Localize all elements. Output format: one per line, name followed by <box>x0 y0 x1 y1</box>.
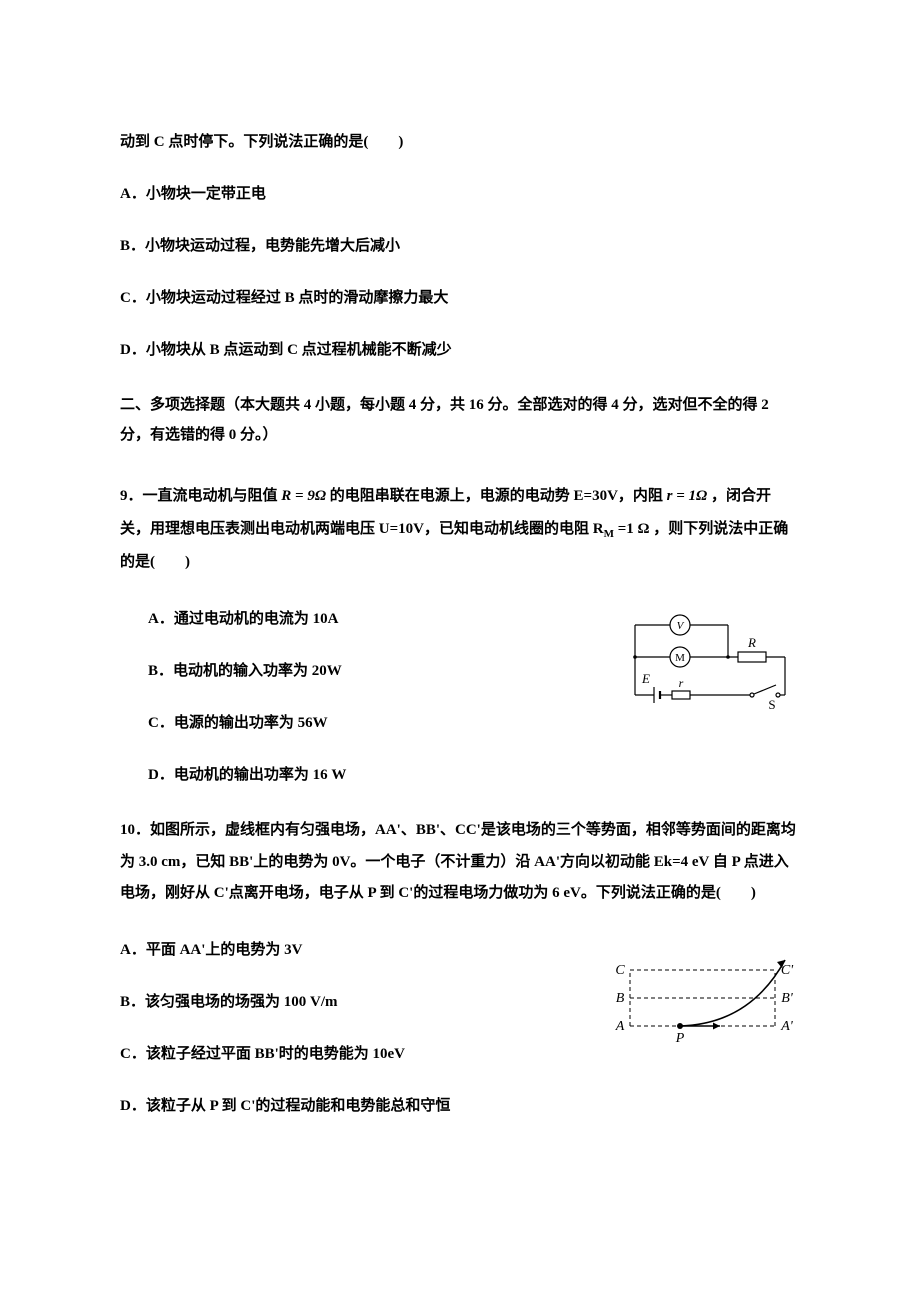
q9-option-d: D．电动机的输出功率为 16 W <box>120 763 600 787</box>
q8-option-b: B．小物块运动过程，电势能先增大后减小 <box>120 234 800 258</box>
q8-option-c: C．小物块运动过程经过 B 点时的滑动摩擦力最大 <box>120 286 800 310</box>
q9-r-eq: r = 1Ω <box>667 488 708 504</box>
svg-text:A: A <box>615 1019 625 1034</box>
q9-stem: 9．一直流电动机与阻值 R = 9Ω 的电阻串联在电源上，电源的电动势 E=30… <box>120 480 800 579</box>
svg-text:M: M <box>675 652 685 664</box>
svg-text:R: R <box>747 635 756 650</box>
q10-option-a: A．平面 AA'上的电势为 3V <box>120 938 580 962</box>
q9-stem-p1: 9．一直流电动机与阻值 <box>120 488 278 504</box>
svg-text:r: r <box>679 676 684 690</box>
q8-option-a: A．小物块一定带正电 <box>120 182 800 206</box>
q10-option-d: D．该粒子从 P 到 C'的过程动能和电势能总和守恒 <box>120 1094 580 1118</box>
q9-stem-p2: 的电阻串联在电源上，电源的电动势 E=30V，内阻 <box>330 488 663 504</box>
q9-option-c: C．电源的输出功率为 56W <box>120 711 600 735</box>
q9-circuit-figure: V M R Er S <box>620 607 800 717</box>
q8-option-d: D．小物块从 B 点运动到 C 点过程机械能不断减少 <box>120 338 800 362</box>
section-2-header: 二、多项选择题（本大题共 4 小题，每小题 4 分，共 16 分。全部选对的得 … <box>120 390 800 450</box>
q8-stem-tail: 动到 C 点时停下。下列说法正确的是( ) <box>120 130 800 154</box>
q10-option-c: C．该粒子经过平面 BB'时的电势能为 10eV <box>120 1042 580 1066</box>
q10-stem: 10．如图所示，虚线框内有匀强电场，AA'、BB'、CC'是该电场的三个等势面，… <box>120 815 800 910</box>
q9-R-eq: R = 9Ω <box>281 488 326 504</box>
svg-text:A': A' <box>780 1019 794 1034</box>
q9-M-sub: M <box>604 528 614 540</box>
q10-option-b: B．该匀强电场的场强为 100 V/m <box>120 990 580 1014</box>
svg-text:E: E <box>641 671 650 686</box>
q9-circuit-svg: V M R Er S <box>620 607 800 717</box>
svg-text:S: S <box>768 697 775 712</box>
svg-text:V: V <box>677 620 685 632</box>
svg-text:B: B <box>616 991 625 1006</box>
svg-text:C: C <box>615 963 625 978</box>
svg-text:P: P <box>675 1031 685 1046</box>
q9-option-a: A．通过电动机的电流为 10A <box>120 607 600 631</box>
q9-option-b: B．电动机的输入功率为 20W <box>120 659 600 683</box>
q10-diagram-svg: ABCA'B'C'P <box>600 938 800 1048</box>
svg-text:B': B' <box>781 991 794 1006</box>
q10-diagram-figure: ABCA'B'C'P <box>600 938 800 1048</box>
